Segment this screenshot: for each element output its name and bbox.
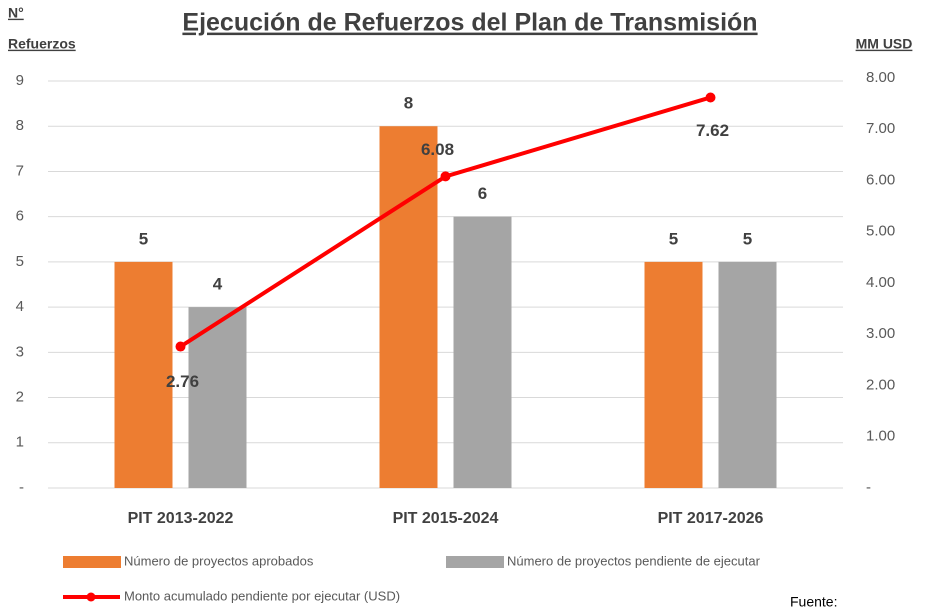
y2-axis-label: MM USD — [856, 36, 913, 52]
line-marker — [175, 341, 186, 352]
legend-label: Número de proyectos pendiente de ejecuta… — [507, 553, 761, 568]
line — [179, 95, 712, 349]
x-tick-label: PIT 2013-2022 — [128, 510, 234, 527]
legend-swatch — [446, 556, 504, 568]
y-tick-label: 5 — [16, 253, 24, 270]
data-label: 5 — [743, 229, 752, 248]
y2-tick-label: 5.00 — [866, 223, 895, 240]
y2-tick-label: 6.00 — [866, 171, 895, 188]
bar — [644, 261, 703, 488]
line-marker — [440, 171, 451, 182]
y-tick-label: 1 — [16, 434, 24, 451]
y2-tick-label: 8.00 — [866, 69, 895, 86]
data-label: 7.62 — [696, 121, 729, 140]
data-label: 4 — [213, 275, 223, 294]
y2-tick-label: - — [866, 479, 871, 496]
data-label: 6.08 — [421, 140, 454, 159]
bar — [718, 261, 777, 488]
legend-swatch — [63, 556, 121, 568]
y2-tick-label: 3.00 — [866, 325, 895, 342]
y-tick-label: 2 — [16, 389, 24, 406]
y2-tick-label: 1.00 — [866, 428, 895, 445]
x-tick-label: PIT 2017-2026 — [658, 510, 764, 527]
data-label: 6 — [478, 184, 487, 203]
y-tick-label: 4 — [16, 298, 24, 315]
y-axis-label: N° — [8, 5, 24, 21]
line-marker — [705, 92, 716, 103]
data-label: 2.76 — [166, 372, 199, 391]
legend-label: Monto acumulado pendiente por ejecutar (… — [124, 588, 400, 603]
data-label: 5 — [669, 229, 678, 248]
data-label: 8 — [404, 94, 413, 113]
x-tick-label: PIT 2015-2024 — [393, 510, 499, 527]
bar — [453, 216, 512, 488]
source-note: Fuente: — [790, 594, 837, 607]
legend-label: Número de proyectos aprobados — [124, 553, 314, 568]
y-tick-label: 7 — [16, 162, 24, 179]
y-tick-label: 9 — [16, 72, 24, 89]
data-label: 5 — [139, 229, 148, 248]
y2-tick-label: 7.00 — [866, 120, 895, 137]
legend-marker — [86, 592, 96, 602]
y2-tick-label: 4.00 — [866, 274, 895, 291]
bar — [379, 126, 438, 488]
y-tick-label: 3 — [16, 343, 24, 360]
y-axis-label: Refuerzos — [8, 36, 76, 52]
y-tick-label: - — [19, 479, 24, 496]
y-tick-label: 6 — [16, 208, 24, 225]
y2-tick-label: 2.00 — [866, 376, 895, 393]
chart-title: Ejecución de Refuerzos del Plan de Trans… — [182, 9, 757, 37]
y-tick-label: 8 — [16, 117, 24, 134]
bar — [114, 261, 173, 488]
